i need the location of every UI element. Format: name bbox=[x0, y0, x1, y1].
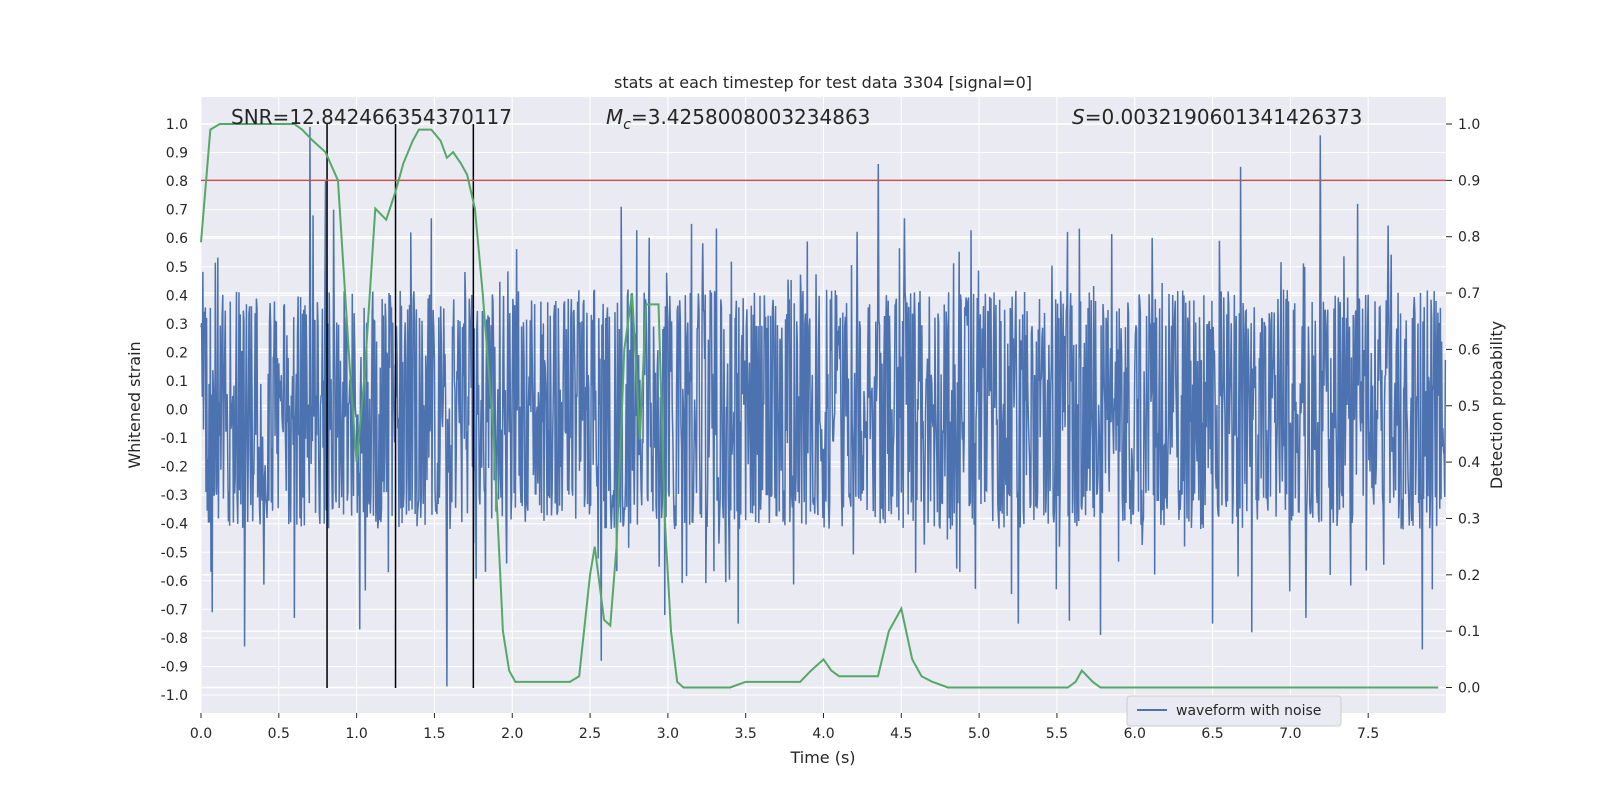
y2-tick-label: 0.3 bbox=[1458, 511, 1480, 527]
x-tick-label: 4.0 bbox=[812, 726, 834, 742]
y-tick-label: -0.3 bbox=[161, 488, 188, 504]
y-tick-label: -0.6 bbox=[161, 574, 188, 590]
y-tick-label: 0.1 bbox=[166, 374, 188, 390]
y2-tick-label: 0.4 bbox=[1458, 455, 1480, 471]
y-tick-label: 0.4 bbox=[166, 288, 188, 304]
mc-value: =3.4258008003234863 bbox=[631, 105, 870, 129]
x-tick-label: 0.5 bbox=[268, 726, 290, 742]
x-tick-label: 5.5 bbox=[1046, 726, 1068, 742]
y2-tick-label: 0.7 bbox=[1458, 286, 1480, 302]
y2-tick-label: 0.5 bbox=[1458, 399, 1480, 415]
y-axis-label: Whitened strain bbox=[125, 341, 144, 468]
legend-label: waveform with noise bbox=[1176, 703, 1321, 719]
x-tick-label: 3.5 bbox=[735, 726, 757, 742]
legend: waveform with noise bbox=[1126, 695, 1342, 727]
x-axis-ticks: 0.0 0.5 1.0 1.5 2.0 2.5 3.0 3.5 4.0 4.5 5.0 5.5 6.0 6… bbox=[190, 713, 1379, 742]
y2-tick-label: 0.2 bbox=[1458, 568, 1480, 584]
y-tick-label: 1.0 bbox=[166, 117, 188, 133]
snr-value: 12.842466354370117 bbox=[289, 105, 512, 129]
x-tick-label: 1.0 bbox=[345, 726, 367, 742]
x-tick-label: 6.0 bbox=[1124, 726, 1146, 742]
x-tick-label: 3.0 bbox=[657, 726, 679, 742]
vertical-markers bbox=[326, 124, 475, 688]
x-tick-label: 0.0 bbox=[190, 726, 212, 742]
x-tick-label: 4.5 bbox=[890, 726, 912, 742]
y-tick-label: 0.5 bbox=[166, 260, 188, 276]
y-tick-label: -0.9 bbox=[161, 659, 188, 675]
y-tick-label: 0.6 bbox=[166, 231, 188, 247]
y-tick-label: 0.8 bbox=[166, 174, 188, 190]
y2-tick-label: 0.0 bbox=[1458, 681, 1480, 697]
probability-series bbox=[200, 123, 1439, 689]
y2-tick-label: 0.6 bbox=[1458, 342, 1480, 358]
y-tick-label: -0.7 bbox=[161, 602, 188, 618]
y2-tick-label: 0.1 bbox=[1458, 624, 1480, 640]
y-tick-label: -0.8 bbox=[161, 631, 188, 647]
legend-box bbox=[1126, 695, 1342, 727]
x-axis-label: Time (s) bbox=[789, 748, 855, 767]
s-prefix: S bbox=[1072, 105, 1085, 129]
y2-axis-ticks: 0.0 0.1 0.2 0.3 0.4 0.5 0.6 0.7 0.8 0.9 1.0 bbox=[1446, 117, 1480, 697]
y-tick-label: -0.1 bbox=[161, 431, 188, 447]
x-tick-label: 2.0 bbox=[501, 726, 523, 742]
s-value: =0.0032190601341426373 bbox=[1085, 105, 1363, 129]
chart-title: stats at each timestep for test data 330… bbox=[614, 73, 1032, 92]
mc-annotation: Mc=3.4258008003234863 bbox=[606, 105, 870, 133]
y-tick-label: 0.2 bbox=[166, 345, 188, 361]
waveform-series bbox=[200, 126, 1447, 687]
snr-prefix: SNR= bbox=[231, 105, 289, 129]
x-tick-label: 1.5 bbox=[423, 726, 445, 742]
y-tick-label: -0.4 bbox=[161, 517, 188, 533]
y-tick-label: 0.9 bbox=[166, 146, 188, 162]
y-tick-label: 0.3 bbox=[166, 317, 188, 333]
x-tick-label: 5.0 bbox=[968, 726, 990, 742]
y2-tick-label: 0.9 bbox=[1458, 173, 1480, 189]
x-tick-label: 6.5 bbox=[1201, 726, 1223, 742]
y2-tick-label: 1.0 bbox=[1458, 117, 1480, 133]
y-tick-label: 0.7 bbox=[166, 203, 188, 219]
waveform-line bbox=[200, 126, 1447, 687]
snr-annotation: SNR=12.842466354370117 bbox=[231, 105, 512, 129]
y2-axis-label: Detection probability bbox=[1487, 321, 1506, 489]
mc-prefix: M bbox=[606, 105, 623, 129]
y2-tick-label: 0.8 bbox=[1458, 230, 1480, 246]
y-tick-label: -1.0 bbox=[161, 688, 188, 704]
x-tick-label: 7.0 bbox=[1279, 726, 1301, 742]
s-annotation: S=0.0032190601341426373 bbox=[1072, 105, 1362, 129]
y-tick-label: 0.0 bbox=[166, 403, 188, 419]
y-tick-label: -0.5 bbox=[161, 545, 188, 561]
y-axis-ticks: -1.0 -0.9 -0.8 -0.7 -0.6 -0.5 -0.4 -0.3 -0.2 -0.1… bbox=[161, 117, 188, 704]
probability-line bbox=[200, 123, 1439, 689]
x-tick-label: 7.5 bbox=[1357, 726, 1379, 742]
x-tick-label: 2.5 bbox=[579, 726, 601, 742]
mc-subscript: c bbox=[623, 117, 631, 133]
y-tick-label: -0.2 bbox=[161, 460, 188, 476]
